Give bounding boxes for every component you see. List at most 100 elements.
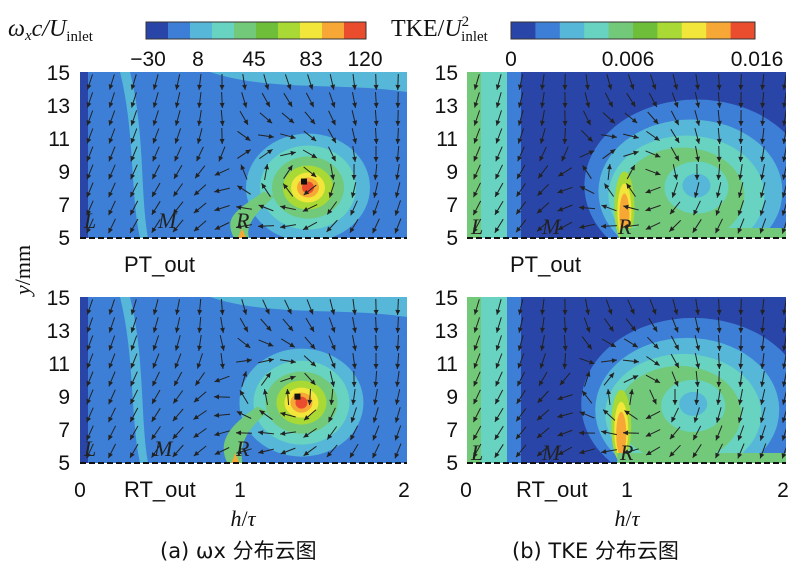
velocity-vector-head bbox=[331, 119, 336, 126]
velocity-vector bbox=[759, 443, 767, 459]
velocity-vector bbox=[108, 182, 116, 198]
velocity-vector bbox=[692, 219, 702, 233]
velocity-vector bbox=[214, 430, 230, 437]
velocity-vector-head bbox=[197, 120, 202, 126]
velocity-vector bbox=[473, 335, 481, 351]
velocity-vector bbox=[557, 167, 573, 177]
velocity-vector-head bbox=[394, 435, 400, 441]
velocity-vector bbox=[280, 150, 296, 157]
velocity-vector bbox=[716, 127, 722, 145]
velocity-vector bbox=[715, 182, 722, 198]
velocity-vector bbox=[670, 128, 680, 144]
velocity-vector bbox=[197, 298, 203, 316]
velocity-vector bbox=[759, 182, 766, 198]
velocity-vector bbox=[373, 298, 379, 316]
y-tick: 15 bbox=[47, 62, 70, 85]
velocity-vector bbox=[782, 353, 786, 369]
velocity-vector-head bbox=[759, 210, 765, 216]
velocity-vector-head bbox=[695, 138, 701, 144]
velocity-vector bbox=[738, 371, 744, 387]
velocity-vector bbox=[193, 445, 207, 457]
velocity-vector bbox=[372, 182, 379, 198]
velocity-vector bbox=[130, 164, 138, 180]
velocity-vector-head bbox=[108, 137, 114, 144]
velocity-vector bbox=[264, 164, 269, 180]
velocity-vector bbox=[395, 298, 401, 316]
velocity-vector bbox=[622, 358, 640, 364]
velocity-vector-head bbox=[394, 227, 400, 234]
y-axis-ticks-bottom-left: 5 7 9 11 13 15 bbox=[47, 287, 70, 475]
colorbar-tke-swatch bbox=[730, 22, 756, 39]
velocity-vector-head bbox=[517, 84, 523, 90]
velocity-vector bbox=[351, 110, 358, 126]
y-tick: 7 bbox=[446, 194, 458, 217]
velocity-vector-head bbox=[473, 452, 478, 458]
velocity-vector-head bbox=[351, 363, 357, 369]
velocity-vector bbox=[601, 338, 617, 348]
velocity-vector-head bbox=[670, 208, 675, 215]
velocity-vector bbox=[280, 447, 296, 455]
velocity-vector-head bbox=[517, 309, 523, 315]
velocity-vector bbox=[562, 109, 568, 127]
velocity-vector-head bbox=[693, 209, 698, 216]
velocity-vector-head bbox=[372, 227, 377, 234]
velocity-vector-head bbox=[243, 326, 248, 332]
velocity-vector bbox=[760, 164, 765, 180]
velocity-vector bbox=[623, 204, 639, 211]
velocity-vector-head bbox=[695, 363, 701, 369]
velocity-vector bbox=[649, 389, 657, 405]
velocity-vector bbox=[151, 407, 161, 423]
velocity-vector bbox=[172, 408, 184, 422]
velocity-vector-head bbox=[473, 191, 478, 198]
velocity-vector-head bbox=[303, 189, 310, 195]
velocity-vector-head bbox=[716, 381, 722, 387]
velocity-vector-head bbox=[86, 380, 92, 387]
velocity-vector-head bbox=[781, 381, 786, 387]
velocity-vector-head bbox=[352, 138, 358, 144]
velocity-vector bbox=[495, 146, 503, 162]
region-label-L: L bbox=[470, 214, 483, 239]
velocity-vector-head bbox=[674, 119, 679, 126]
velocity-vector-head bbox=[351, 399, 356, 405]
velocity-vector-head bbox=[494, 416, 500, 422]
colorbar-omega-swatch bbox=[168, 22, 191, 39]
velocity-vector-head bbox=[694, 84, 700, 90]
region-label-M: M bbox=[541, 214, 562, 239]
velocity-vector bbox=[328, 335, 336, 351]
velocity-vector bbox=[782, 74, 786, 90]
velocity-vector bbox=[237, 149, 251, 159]
velocity-vector bbox=[258, 204, 274, 212]
velocity-vector-head bbox=[108, 102, 114, 108]
velocity-vector bbox=[624, 112, 638, 124]
velocity-vector bbox=[539, 128, 546, 144]
velocity-vector-head bbox=[303, 450, 310, 456]
contour-band bbox=[237, 228, 246, 238]
contour-band bbox=[617, 453, 786, 463]
velocity-vector bbox=[557, 186, 573, 194]
velocity-vector bbox=[670, 335, 680, 351]
velocity-vector bbox=[108, 128, 116, 144]
velocity-vector-head bbox=[715, 434, 721, 441]
vortex-center-marker bbox=[294, 393, 301, 400]
velocity-vector-head bbox=[558, 225, 564, 230]
velocity-vector bbox=[782, 128, 786, 144]
velocity-vector-head bbox=[633, 134, 639, 140]
velocity-vector bbox=[539, 146, 547, 162]
velocity-vector-head bbox=[782, 345, 786, 351]
velocity-vector-head bbox=[86, 155, 92, 162]
velocity-vector bbox=[781, 428, 786, 441]
velocity-vector bbox=[782, 92, 786, 108]
velocity-vector bbox=[623, 338, 639, 348]
velocity-vector-head bbox=[608, 101, 613, 108]
colorbar-omega-swatch bbox=[256, 22, 279, 39]
velocity-vector-head bbox=[330, 344, 336, 351]
velocity-vector-head bbox=[214, 188, 220, 194]
velocity-vector bbox=[263, 389, 268, 405]
x-axis-label-b: h/τ bbox=[615, 506, 641, 531]
velocity-vector-head bbox=[782, 120, 786, 126]
velocity-vector bbox=[629, 389, 634, 405]
velocity-vector-head bbox=[562, 120, 568, 126]
velocity-vector-head bbox=[130, 398, 135, 405]
velocity-vector-head bbox=[108, 434, 113, 441]
